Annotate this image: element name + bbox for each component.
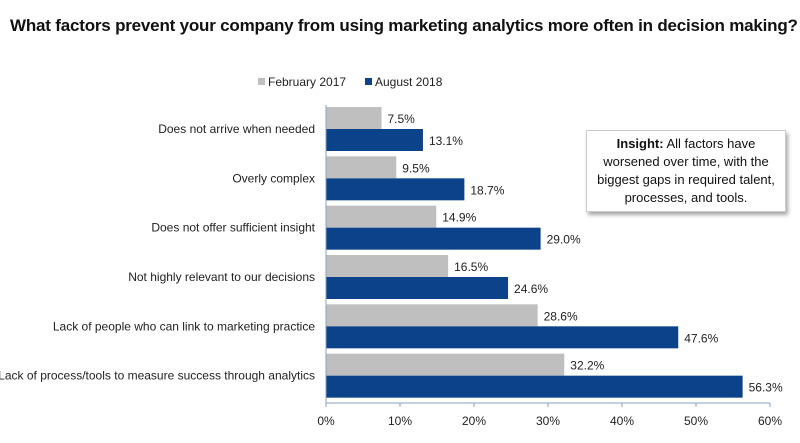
bar [326, 326, 679, 349]
data-label: 28.6% [544, 309, 578, 323]
bar [326, 227, 541, 250]
data-label: 24.6% [514, 282, 548, 296]
data-label: 56.3% [749, 381, 783, 395]
x-tick-label: 50% [684, 414, 708, 428]
category-label: Does not offer sufficient insight [151, 221, 315, 235]
category-label: Not highly relevant to our decisions [128, 270, 315, 284]
x-tick-label: 0% [317, 414, 335, 428]
x-tick-label: 60% [758, 414, 782, 428]
bar [326, 156, 397, 179]
bar [326, 129, 423, 151]
category-label: Lack of process/tools to measure success… [0, 369, 315, 383]
insight-box: Insight: All factors have worsened over … [586, 130, 786, 212]
legend-swatch [258, 78, 265, 85]
category-label: Does not arrive when needed [158, 122, 315, 136]
insight-text: All factors have worsened over time, wit… [597, 136, 775, 205]
bar [326, 107, 382, 129]
bar [326, 375, 743, 398]
data-label: 13.1% [429, 134, 463, 148]
x-tick-label: 40% [610, 414, 634, 428]
bar [326, 277, 509, 299]
data-label: 9.5% [402, 161, 430, 175]
data-label: 32.2% [570, 359, 604, 373]
bar [326, 304, 538, 327]
bar [326, 255, 449, 277]
data-label: 16.5% [454, 260, 488, 274]
data-label: 14.9% [442, 211, 476, 225]
bar [326, 353, 565, 376]
bar [326, 205, 437, 228]
bar [326, 178, 465, 201]
data-label: 18.7% [470, 183, 504, 197]
data-label: 47.6% [684, 331, 718, 345]
chart-title: What factors prevent your company from u… [10, 16, 798, 35]
data-label: 7.5% [388, 112, 416, 126]
data-label: 29.0% [547, 233, 581, 247]
insight-label: Insight: [616, 136, 664, 151]
x-tick-label: 30% [536, 414, 560, 428]
legend-swatch [365, 78, 372, 85]
x-tick-label: 20% [462, 414, 486, 428]
x-tick-label: 10% [388, 414, 412, 428]
legend-label: August 2018 [375, 75, 443, 89]
category-label: Overly complex [232, 171, 315, 185]
category-label: Lack of people who can link to marketing… [53, 319, 315, 333]
legend-label: February 2017 [268, 75, 346, 89]
